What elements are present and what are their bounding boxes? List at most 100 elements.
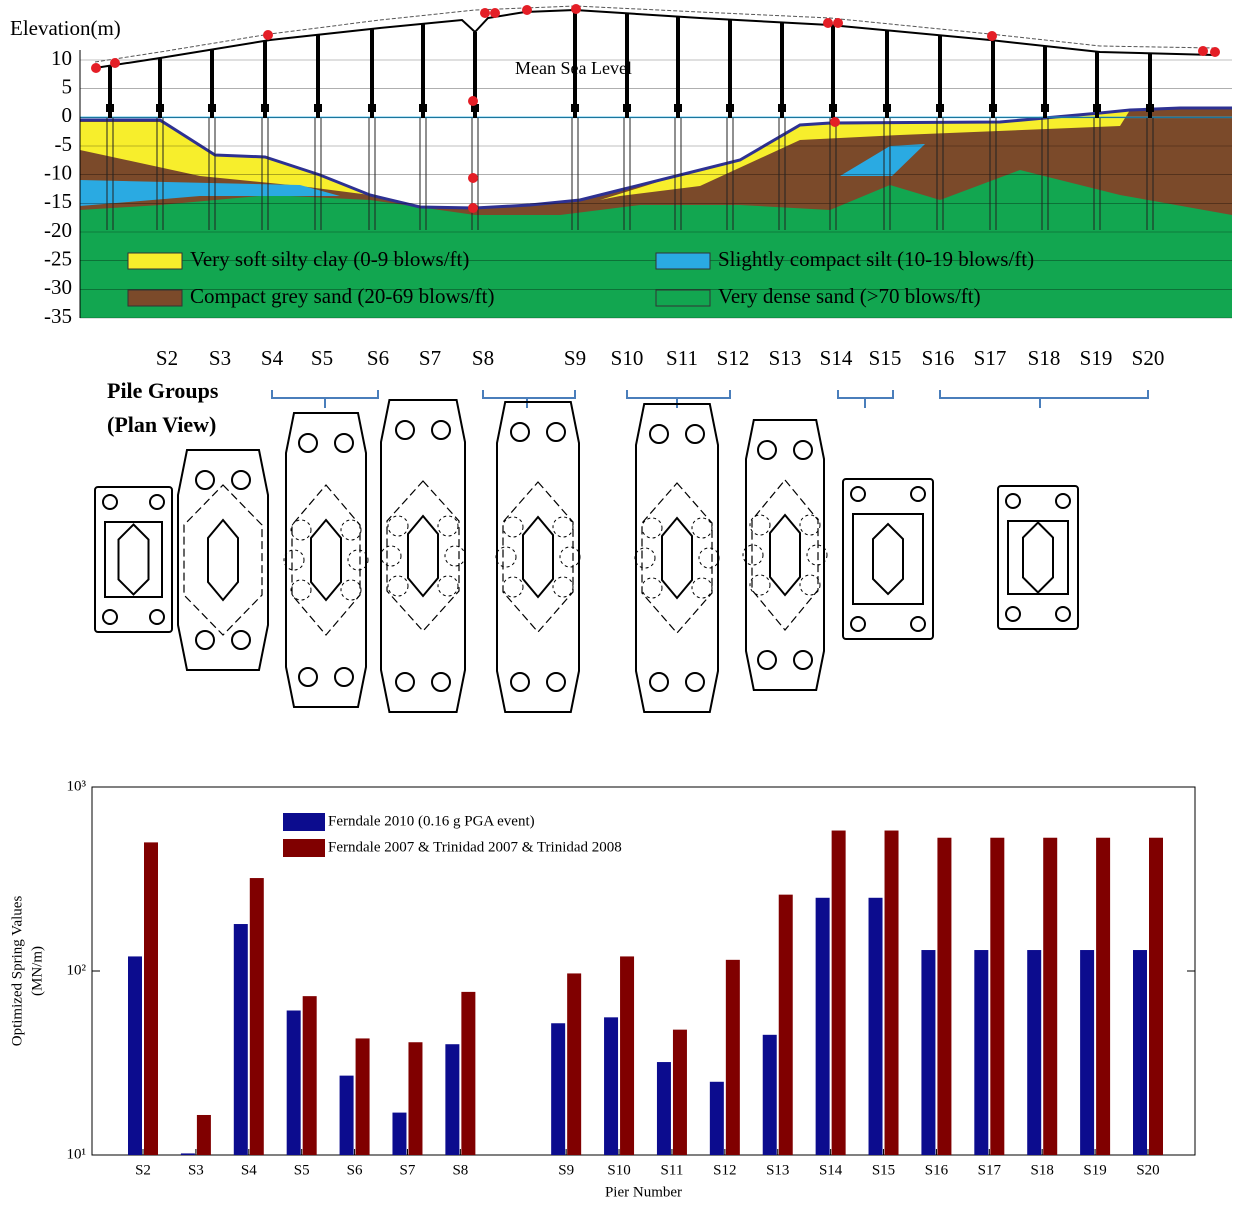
survey-point	[490, 8, 500, 18]
pier-core	[408, 516, 438, 596]
pile	[851, 487, 865, 501]
bar	[604, 1017, 618, 1155]
pile-cap	[571, 104, 579, 112]
x-tick-label: S6	[347, 1162, 363, 1178]
pier-label: S17	[974, 346, 1007, 370]
bar	[567, 973, 581, 1155]
pile-dashed	[381, 546, 401, 566]
pile-dashed	[699, 548, 719, 568]
pile-cap-outline	[497, 402, 579, 712]
pile-dashed	[388, 516, 408, 536]
x-tick-label: S14	[819, 1162, 843, 1178]
pile	[150, 610, 164, 624]
bar-chart: 10¹10²10³S2S3S4S5S6S7S8S9S10S11S12S13S14…	[9, 778, 1195, 1200]
cap-dashed	[752, 480, 818, 630]
plan-view	[95, 400, 1078, 712]
x-tick-label: S13	[766, 1162, 789, 1178]
pile	[794, 651, 812, 669]
pile	[1006, 607, 1020, 621]
pile-dashed	[503, 517, 523, 537]
bracket	[272, 390, 378, 408]
x-tick-label: S12	[713, 1162, 736, 1178]
bar	[287, 1010, 301, 1155]
pile-cap	[106, 104, 114, 112]
pier-outline	[1008, 521, 1068, 594]
y-tick-label: 5	[62, 74, 73, 98]
pile-cap	[156, 104, 164, 112]
pile-dashed	[496, 547, 516, 567]
x-tick-label: S15	[872, 1162, 895, 1178]
pier-core	[523, 517, 553, 597]
pile-cap	[623, 104, 631, 112]
pier-label: S3	[209, 346, 231, 370]
pile-cap-outline	[178, 450, 268, 670]
pile-cap	[261, 104, 269, 112]
pile	[432, 421, 450, 439]
y-tick-label: -15	[44, 189, 72, 213]
bar	[832, 831, 846, 1155]
pier-core	[770, 515, 800, 595]
pier-label: S18	[1028, 346, 1061, 370]
cap-dashed	[184, 485, 262, 635]
bar	[921, 950, 935, 1155]
pile-dashed	[553, 517, 573, 537]
survey-point	[468, 203, 478, 213]
legend-swatch	[283, 813, 325, 831]
y-tick-label: -20	[44, 218, 72, 242]
bar	[1027, 950, 1041, 1155]
legend-label: Slightly compact silt (10-19 blows/ft)	[718, 247, 1034, 271]
x-tick-label: S16	[925, 1162, 949, 1178]
pile	[686, 673, 704, 691]
pier-label: S20	[1132, 346, 1165, 370]
pile	[103, 610, 117, 624]
pier-label: S10	[611, 346, 644, 370]
legend-label: Compact grey sand (20-69 blows/ft)	[190, 284, 494, 308]
bar	[937, 838, 951, 1155]
bar	[392, 1113, 406, 1155]
bar	[303, 996, 317, 1155]
pile	[758, 441, 776, 459]
pile-cap	[1146, 104, 1154, 112]
pier-core	[873, 524, 903, 594]
pile-cap	[989, 104, 997, 112]
pile-dashed	[438, 576, 458, 596]
bar	[620, 956, 634, 1155]
pier-label: S19	[1080, 346, 1113, 370]
pile	[547, 673, 565, 691]
pile-cap-outline	[636, 404, 718, 712]
pile	[232, 471, 250, 489]
pile	[547, 423, 565, 441]
x-tick-label: S10	[607, 1162, 630, 1178]
bracket	[940, 390, 1148, 408]
survey-point	[263, 30, 273, 40]
x-tick-label: S20	[1136, 1162, 1159, 1178]
pile	[432, 673, 450, 691]
survey-point	[468, 96, 478, 106]
x-tick-label: S4	[241, 1162, 257, 1178]
pile	[511, 423, 529, 441]
y-tick-label: -25	[44, 246, 72, 270]
pier-label: S14	[820, 346, 853, 370]
pier-label: S13	[769, 346, 802, 370]
pile	[335, 668, 353, 686]
y-tick-label: 10²	[67, 962, 87, 978]
bar	[869, 898, 883, 1155]
legend-label: Ferndale 2007 & Trinidad 2007 & Trinidad…	[328, 839, 622, 855]
pier-core	[1023, 523, 1053, 593]
survey-point	[833, 18, 843, 28]
bar	[816, 898, 830, 1155]
y-tick-label: -10	[44, 160, 72, 184]
pile	[103, 495, 117, 509]
legend-label: Very soft silty clay (0-9 blows/ft)	[190, 247, 469, 271]
legend-swatch	[656, 253, 710, 269]
pier-core	[311, 520, 341, 600]
x-tick-label: S9	[558, 1162, 574, 1178]
survey-point	[987, 31, 997, 41]
pile-cap-outline	[286, 413, 366, 707]
pile	[196, 631, 214, 649]
x-axis-label: Pier Number	[605, 1184, 682, 1200]
sea-level-label: Mean Sea Level	[515, 58, 632, 78]
cap-dashed	[642, 483, 712, 633]
pile-dashed	[642, 518, 662, 538]
survey-point	[480, 8, 490, 18]
